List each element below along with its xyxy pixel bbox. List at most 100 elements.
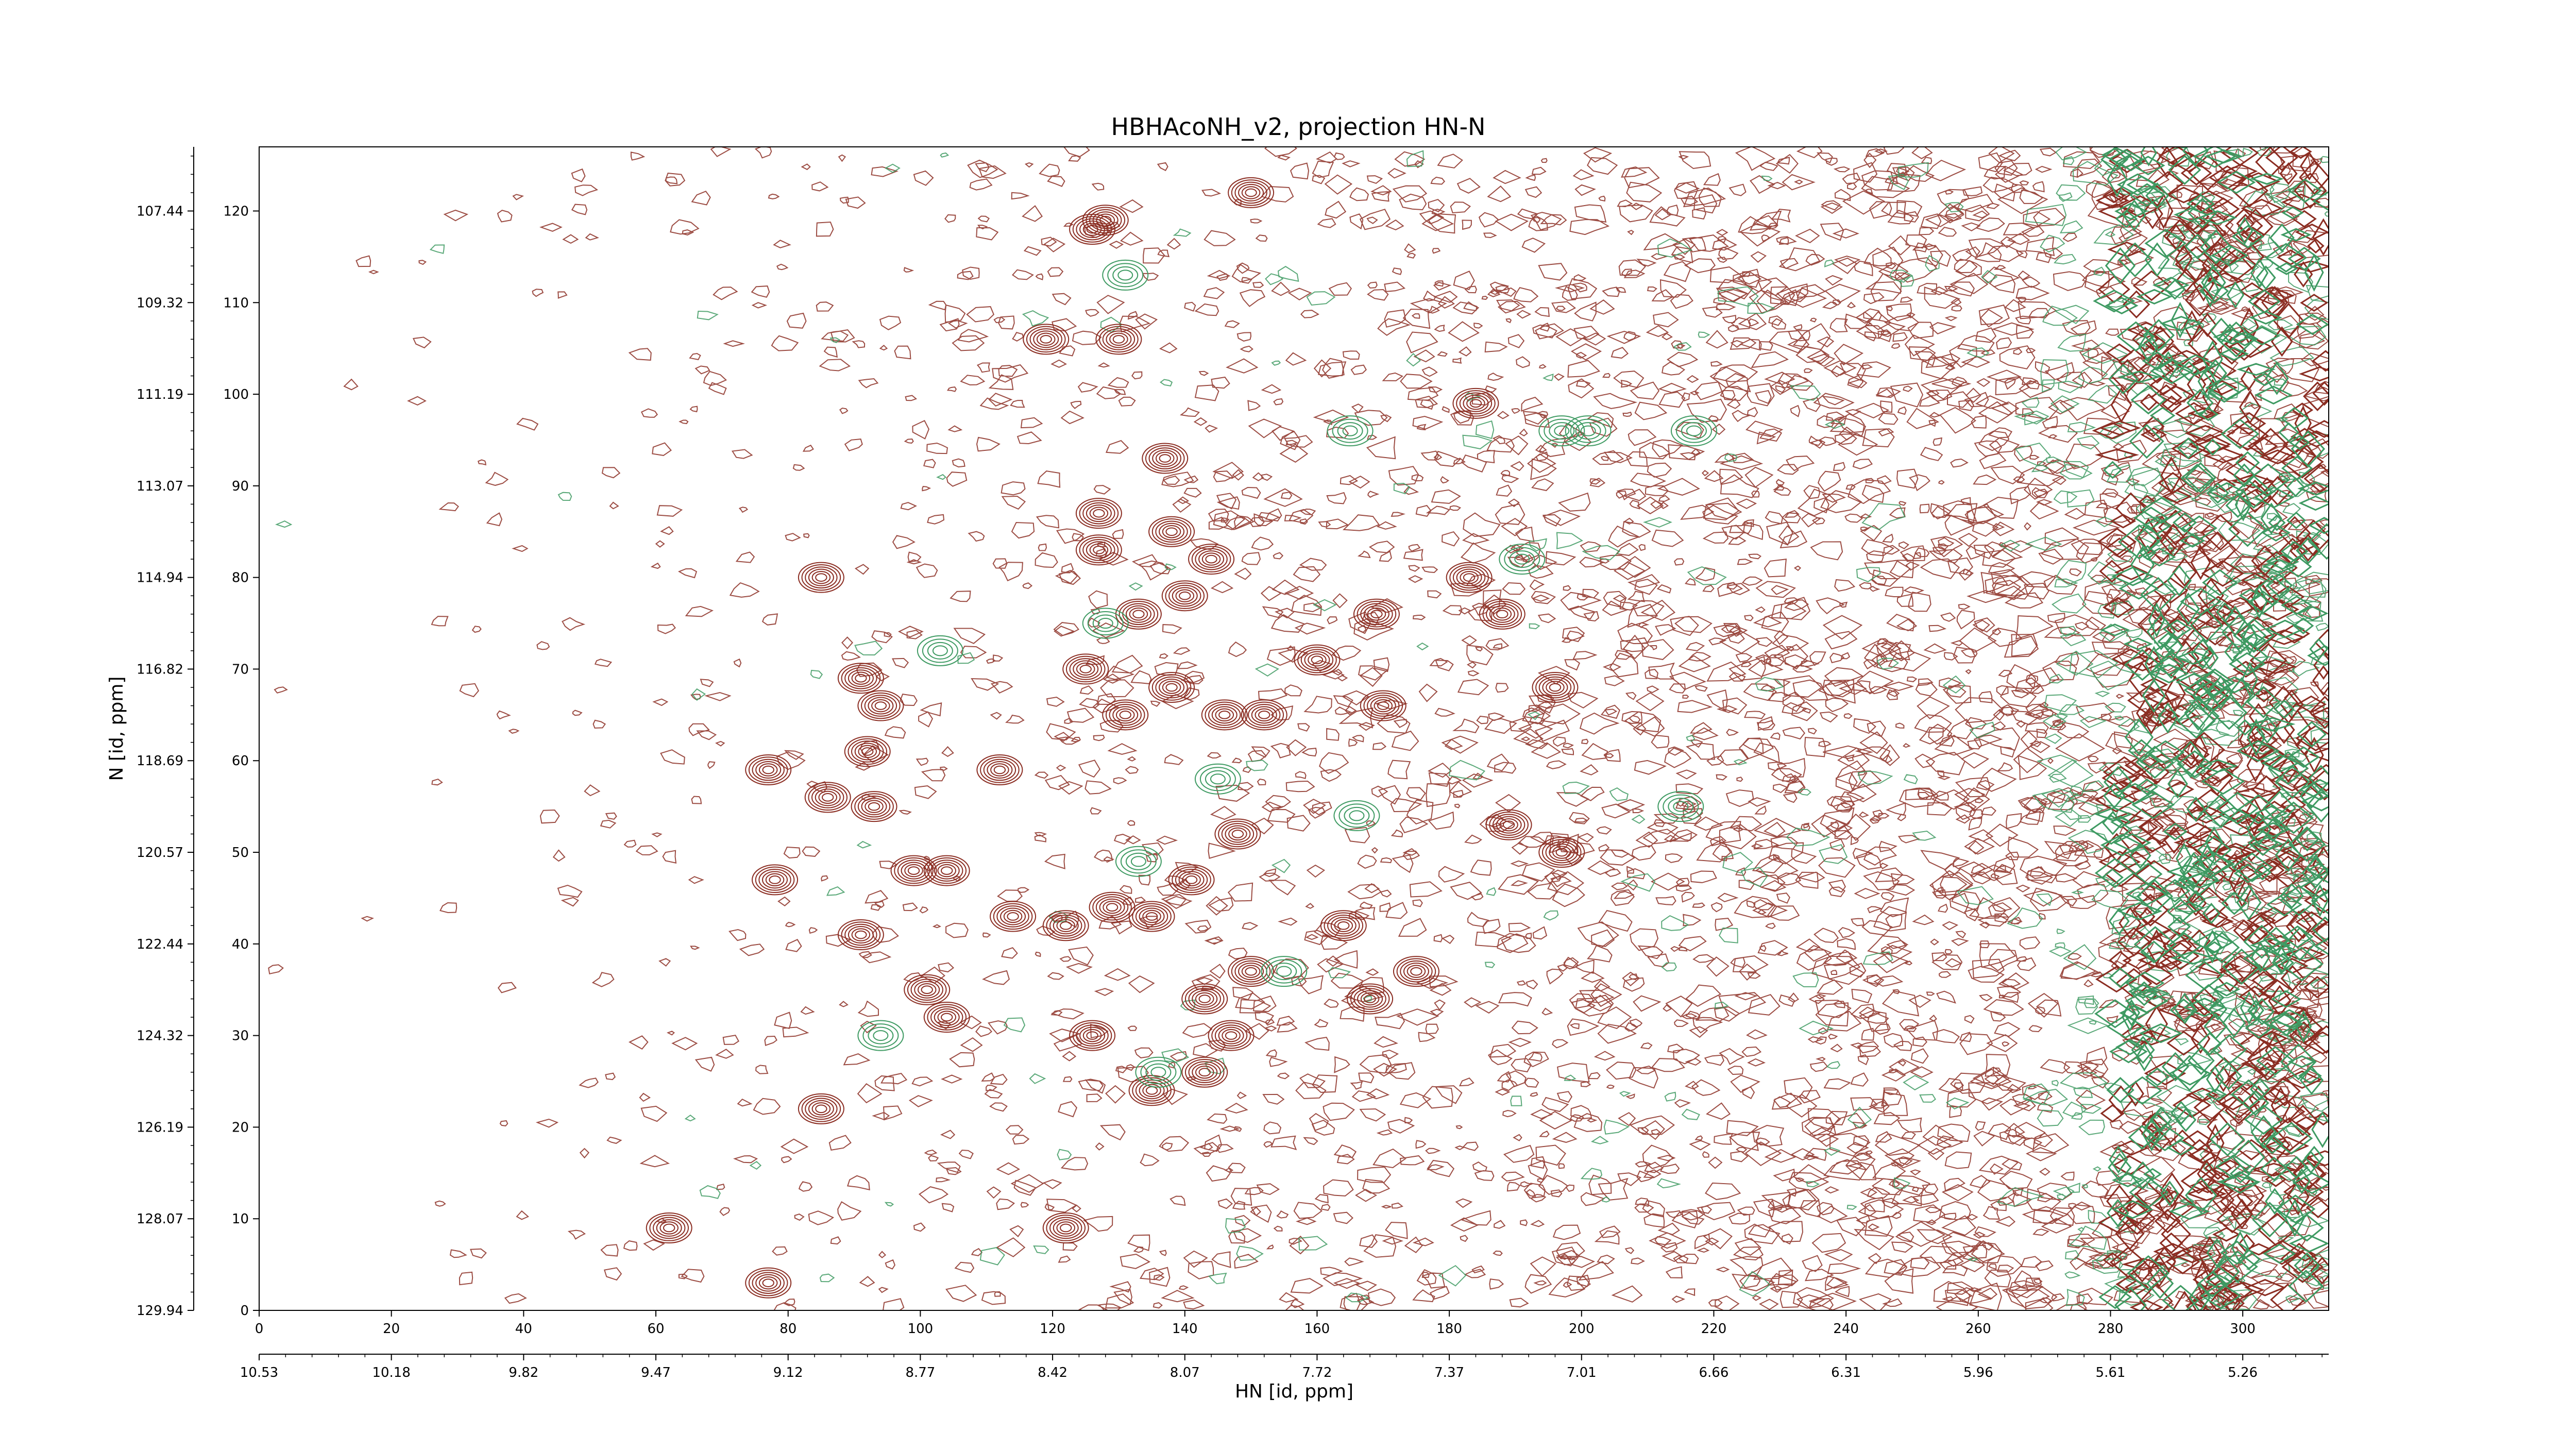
x-axis-label: HN [id, ppm] <box>1235 1381 1353 1402</box>
peak <box>1148 671 1195 703</box>
peak <box>1499 544 1546 575</box>
peak <box>1538 837 1585 868</box>
peak <box>923 1002 970 1033</box>
y-index-tick-label: 60 <box>232 753 249 769</box>
chart-title: HBHAcoNH_v2, projection HN-N <box>1111 113 1486 141</box>
peak <box>1188 544 1235 575</box>
x-ppm-tick-label: 7.01 <box>1567 1365 1597 1380</box>
x-ppm-tick-label: 7.37 <box>1434 1365 1464 1380</box>
y-ppm-tick-label: 129.94 <box>137 1303 183 1319</box>
x-ppm-tick-label: 8.42 <box>1038 1365 1067 1380</box>
edge-contour-negative <box>2089 147 2329 1310</box>
peak <box>1148 516 1195 547</box>
y-index-tick-label: 100 <box>223 387 249 402</box>
x-index-tick-label: 80 <box>779 1321 796 1337</box>
peak <box>837 663 884 694</box>
peak <box>1446 562 1493 593</box>
peak <box>923 855 970 886</box>
y-index-tick-label: 50 <box>232 845 249 861</box>
y-index-tick-label: 40 <box>232 937 249 952</box>
peak <box>1128 1075 1175 1106</box>
peak <box>752 864 799 896</box>
peak <box>1115 598 1162 630</box>
peak <box>1565 415 1612 447</box>
noise-contours <box>268 147 2329 1310</box>
y-index-tick-label: 0 <box>240 1303 249 1319</box>
x-axis: 0 20 40 60 80 100 120 140 160 180 200 220 240 260 280 3… <box>240 1310 2329 1380</box>
peak <box>1042 1212 1089 1243</box>
x-ppm-tick-label: 10.53 <box>240 1365 278 1380</box>
y-index-tick-label: 10 <box>232 1211 249 1227</box>
peak <box>1532 671 1579 703</box>
y-index-tick-label: 110 <box>223 295 249 311</box>
peak <box>1062 653 1109 685</box>
peak <box>1135 1056 1182 1088</box>
y-ppm-tick-label: 107.44 <box>137 204 183 219</box>
x-index-tick-label: 0 <box>255 1321 264 1337</box>
y-ppm-tick-label: 128.07 <box>137 1211 183 1227</box>
x-ppm-tick-label: 5.26 <box>2228 1365 2258 1380</box>
peak <box>1181 983 1228 1015</box>
peak <box>798 1093 844 1124</box>
y-ppm-tick-label: 109.32 <box>137 295 183 311</box>
plot-frame <box>259 146 2329 1311</box>
y-index-tick-label: 90 <box>232 479 249 494</box>
x-index-tick-label: 280 <box>2098 1321 2124 1337</box>
peak <box>1670 415 1717 447</box>
y-ppm-tick-label: 116.82 <box>137 662 183 677</box>
peak <box>1452 387 1499 419</box>
x-ppm-tick-label: 9.12 <box>773 1365 803 1380</box>
peak <box>857 1020 904 1051</box>
noise-contour-positive <box>268 147 2329 1310</box>
x-index-tick-label: 120 <box>1040 1321 1065 1337</box>
peak <box>1657 791 1704 822</box>
peak <box>1228 177 1275 208</box>
peak <box>798 562 844 593</box>
peak <box>1333 800 1380 831</box>
y-ppm-tick-label: 114.94 <box>137 570 183 586</box>
peak <box>1075 534 1122 566</box>
peak-contours <box>646 177 1717 1299</box>
peak <box>1089 891 1136 923</box>
peak <box>1075 498 1122 529</box>
y-ppm-tick-label: 111.19 <box>137 387 183 402</box>
x-index-tick-label: 20 <box>383 1321 400 1337</box>
x-ppm-tick-label: 8.77 <box>905 1365 935 1380</box>
peak <box>745 754 792 786</box>
x-index-tick-label: 300 <box>2230 1321 2256 1337</box>
peak <box>1115 846 1162 877</box>
peak <box>745 1267 792 1299</box>
peak <box>1201 699 1248 731</box>
x-ppm-tick-label: 9.82 <box>509 1365 538 1380</box>
peak <box>804 782 851 813</box>
x-ppm-tick-label: 9.47 <box>641 1365 671 1380</box>
peak <box>1485 809 1532 840</box>
y-ppm-tick-label: 122.44 <box>137 937 183 952</box>
x-index-tick-label: 40 <box>515 1321 532 1337</box>
peak <box>1320 910 1367 941</box>
peak <box>976 754 1023 786</box>
peak <box>851 791 897 822</box>
peak <box>1294 644 1341 676</box>
peak <box>1194 763 1241 795</box>
peak <box>837 919 884 951</box>
peak <box>1393 956 1439 987</box>
peak <box>1042 910 1089 941</box>
x-index-tick-label: 60 <box>647 1321 664 1337</box>
x-index-tick-label: 100 <box>908 1321 934 1337</box>
y-ppm-tick-label: 120.57 <box>137 845 183 861</box>
peak <box>1161 580 1208 612</box>
peak <box>1082 205 1129 236</box>
peak <box>1208 1020 1255 1051</box>
peak <box>1082 608 1129 639</box>
y-axis: 0 10 20 30 40 50 60 70 80 90 100 110 120 129.94 128.07… <box>137 147 259 1319</box>
x-index-tick-label: 240 <box>1833 1321 1859 1337</box>
peak <box>1142 443 1189 474</box>
edge-noise-band <box>2089 147 2329 1310</box>
y-index-tick-label: 30 <box>232 1029 249 1044</box>
x-index-tick-label: 180 <box>1436 1321 1462 1337</box>
x-index-tick-label: 160 <box>1304 1321 1330 1337</box>
y-index-tick-label: 70 <box>232 662 249 677</box>
x-index-tick-label: 140 <box>1172 1321 1198 1337</box>
